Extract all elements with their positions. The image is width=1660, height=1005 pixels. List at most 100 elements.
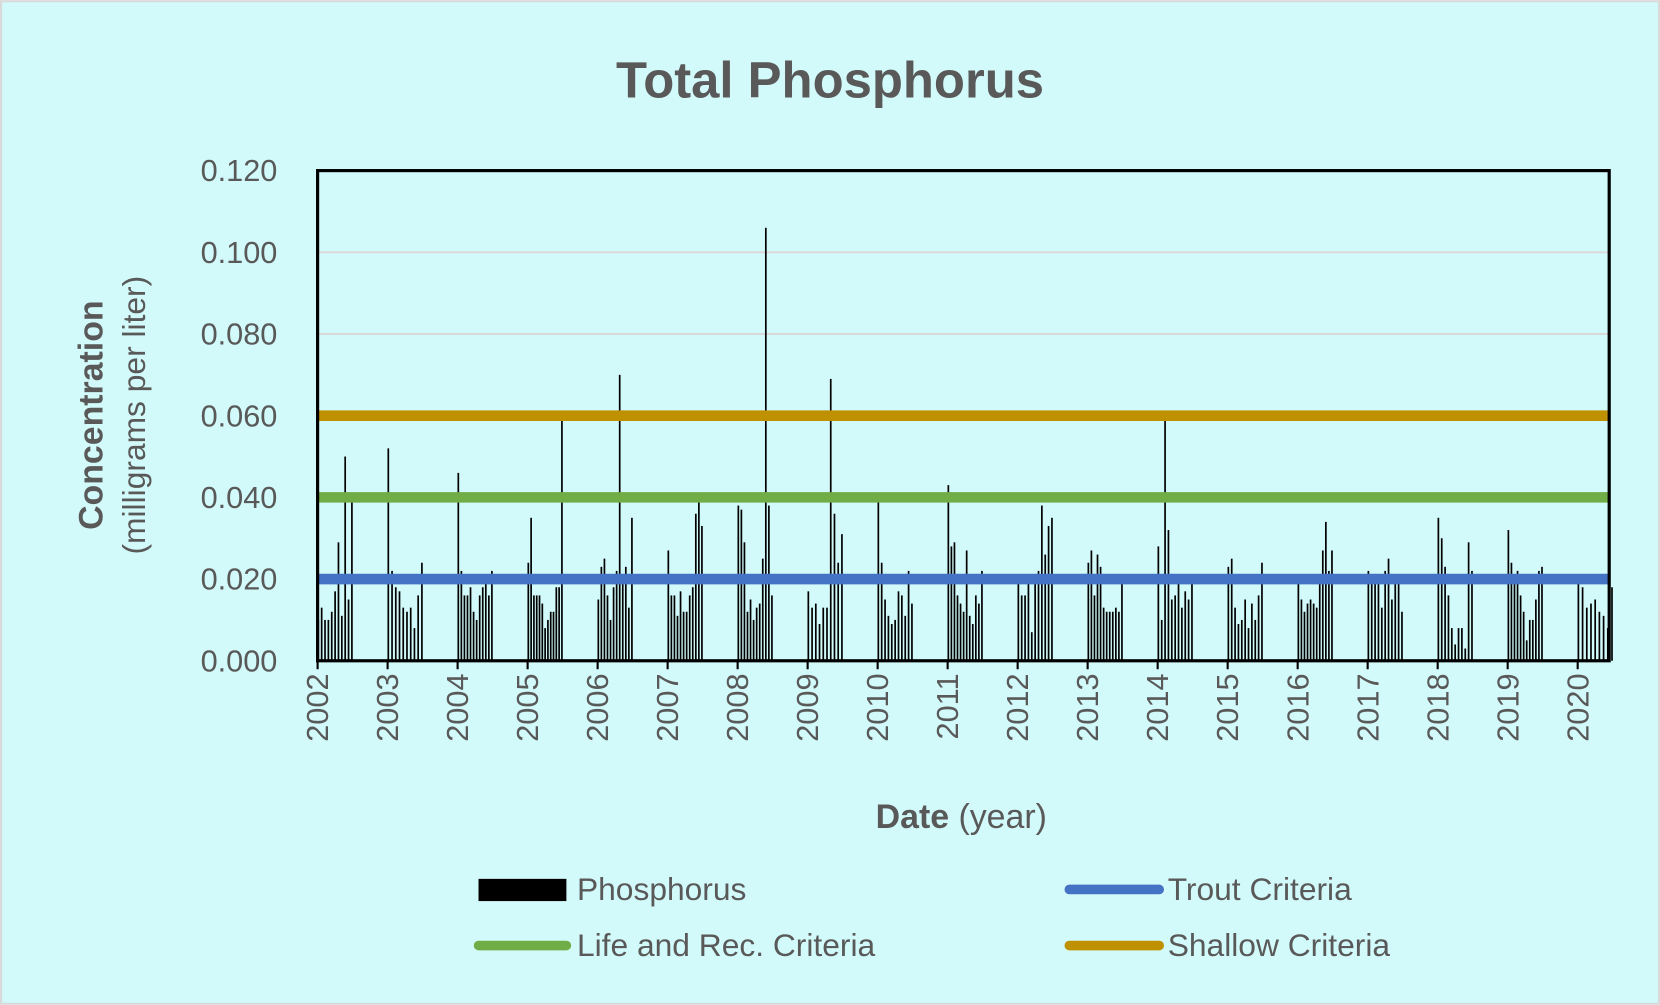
phosphorus-bar — [1297, 583, 1300, 661]
phosphorus-bar — [685, 611, 688, 661]
phosphorus-bar — [547, 619, 549, 661]
phosphorus-bar — [337, 542, 340, 661]
phosphorus-bar — [1450, 628, 1453, 661]
phosphorus-bar — [1370, 574, 1373, 661]
phosphorus-bar — [1087, 562, 1090, 661]
y-tick-label: 0.120 — [201, 153, 278, 188]
phosphorus-bar — [974, 595, 977, 661]
phosphorus-bar — [1461, 628, 1463, 661]
phosphorus-bar — [552, 611, 555, 661]
phosphorus-bar — [421, 562, 423, 661]
phosphorus-bar — [1309, 599, 1312, 661]
phosphorus-bar — [1020, 595, 1023, 661]
x-tick-label: 2013 — [1070, 673, 1105, 741]
phosphorus-bar — [1251, 603, 1253, 661]
phosphorus-bar — [833, 513, 836, 661]
chart-title: Total Phosphorus — [616, 52, 1044, 109]
phosphorus-bar — [409, 607, 412, 661]
x-tick-label: 2008 — [720, 673, 755, 741]
phosphorus-bar — [1585, 607, 1588, 661]
phosphorus-bar — [1457, 628, 1460, 661]
phosphorus-bar — [1318, 579, 1321, 661]
y-axis-title: Concentration — [73, 300, 111, 529]
phosphorus-bar — [1121, 583, 1123, 661]
phosphorus-bar — [758, 603, 761, 661]
phosphorus-bar — [746, 611, 749, 661]
phosphorus-bar — [460, 570, 463, 661]
phosphorus-bar — [472, 611, 475, 661]
plot-frame — [316, 169, 1611, 663]
phosphorus-bar — [814, 603, 817, 661]
phosphorus-bar — [1105, 611, 1108, 661]
phosphorus-bar — [676, 615, 679, 661]
phosphorus-bar — [1244, 599, 1247, 661]
phosphorus-bar — [530, 517, 532, 661]
y-tick-label: 0.020 — [201, 562, 278, 597]
phosphorus-bar — [1321, 550, 1324, 661]
x-axis-title-bold: Date — [876, 798, 949, 836]
legend-label-life-rec: Life and Rec. Criteria — [577, 927, 876, 963]
phosphorus-bar — [1234, 607, 1236, 661]
legend-item-life-rec-criteria[interactable]: Life and Rec. Criteria — [473, 927, 876, 963]
phosphorus-bar — [755, 607, 758, 661]
phosphorus-bar — [1384, 570, 1387, 661]
phosphorus-bar — [818, 624, 821, 661]
phosphorus-bar — [837, 562, 840, 661]
phosphorus-bar — [600, 566, 603, 661]
legend-item-trout-criteria[interactable]: Trout Criteria — [1064, 871, 1352, 907]
phosphorus-bar — [324, 619, 326, 661]
x-tick-label: 2003 — [370, 673, 405, 741]
phosphorus-bar — [615, 570, 618, 661]
phosphorus-bar — [1394, 583, 1397, 661]
x-tick-label: 2005 — [510, 673, 545, 741]
phosphorus-bar — [628, 607, 630, 661]
phosphorus-bar — [466, 595, 469, 661]
legend-item-shallow-criteria[interactable]: Shallow Criteria — [1064, 927, 1391, 963]
phosphorus-bar — [880, 562, 883, 661]
phosphorus-bar — [1181, 607, 1183, 661]
phosphorus-bar — [959, 603, 962, 661]
x-axis-title: Date (year) — [876, 798, 1047, 836]
phosphorus-bar — [406, 611, 408, 661]
phosphorus-bars — [317, 227, 1613, 661]
phosphorus-bar — [752, 619, 755, 661]
phosphorus-bar — [971, 624, 974, 661]
legend-item-phosphorus[interactable]: Phosphorus — [478, 871, 747, 907]
x-tick-label: 2019 — [1490, 673, 1525, 741]
x-tick-label: 2017 — [1350, 673, 1385, 741]
phosphorus-bar — [1047, 525, 1050, 661]
phosphorus-bar — [612, 587, 615, 661]
phosphorus-bar — [1513, 574, 1516, 661]
phosphorus-bar — [965, 550, 968, 661]
phosphorus-bar — [962, 611, 965, 661]
phosphorus-bar — [743, 542, 746, 661]
x-tick-label: 2011 — [930, 673, 965, 739]
x-tick-label: 2015 — [1210, 673, 1245, 741]
x-tick-label: 2002 — [300, 673, 335, 741]
phosphorus-bar — [1467, 542, 1470, 661]
y-tick-label: 0.000 — [201, 643, 278, 678]
phosphorus-bar — [394, 587, 397, 661]
phosphorus-bar — [344, 456, 347, 661]
phosphorus-bar — [1464, 648, 1467, 661]
phosphorus-bar — [1440, 538, 1443, 661]
phosphorus-bar — [1044, 554, 1047, 661]
phosphorus-bar — [1051, 517, 1053, 661]
phosphorus-bar — [1590, 603, 1592, 661]
phosphorus-bar — [807, 591, 810, 661]
phosphorus-bar — [1312, 603, 1315, 661]
x-tick-label: 2016 — [1280, 673, 1315, 741]
phosphorus-bar — [887, 615, 890, 661]
phosphorus-bar — [1602, 615, 1605, 661]
phosphorus-bar — [618, 374, 621, 661]
phosphorus-bar — [1510, 562, 1513, 661]
phosphorus-bar — [488, 595, 490, 661]
phosphorus-bar — [764, 227, 767, 661]
legend-label-shallow: Shallow Criteria — [1168, 927, 1391, 963]
phosphorus-bar — [1167, 530, 1170, 661]
phosphorus-bar — [1401, 611, 1403, 661]
phosphorus-bar — [691, 587, 694, 661]
phosphorus-bar — [890, 624, 893, 661]
phosphorus-bar — [1230, 558, 1233, 661]
phosphorus-bar — [1093, 595, 1096, 661]
